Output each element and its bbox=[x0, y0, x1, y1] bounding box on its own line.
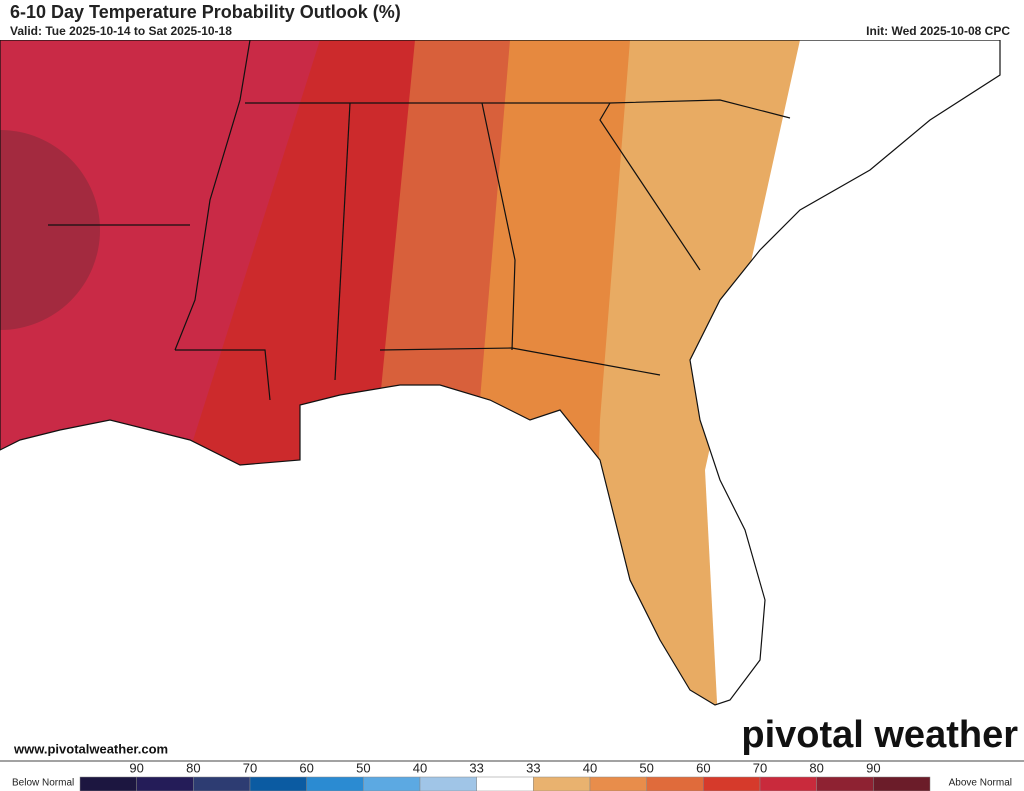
legend-swatch bbox=[703, 776, 761, 791]
legend-tick-label: 40 bbox=[583, 760, 597, 775]
probability-shading bbox=[0, 40, 1000, 705]
legend-swatch bbox=[873, 776, 931, 791]
legend-swatch bbox=[136, 776, 194, 791]
legend-tick-label: 50 bbox=[639, 760, 653, 775]
header-bar bbox=[0, 0, 1024, 40]
legend-swatch bbox=[193, 776, 251, 791]
legend-tick-label: 80 bbox=[186, 760, 200, 775]
legend-tick-label: 90 bbox=[866, 760, 880, 775]
state-borders bbox=[0, 39, 1001, 706]
legend-swatch bbox=[79, 776, 137, 791]
legend-tick-label: 40 bbox=[413, 760, 427, 775]
legend-tick-label: 70 bbox=[753, 760, 767, 775]
legend-above-label: Above Normal bbox=[949, 778, 1012, 789]
legend-swatch bbox=[589, 776, 647, 791]
legend-tick-label: 33 bbox=[469, 760, 483, 775]
legend-tick-label: 60 bbox=[299, 760, 313, 775]
valid-period: Valid: Tue 2025-10-14 to Sat 2025-10-18 bbox=[10, 24, 232, 38]
legend-swatch bbox=[306, 776, 364, 791]
legend-tick-label: 33 bbox=[526, 760, 540, 775]
legend-tick-label: 70 bbox=[243, 760, 257, 775]
legend-below-label: Below Normal bbox=[12, 778, 74, 789]
legend-swatch bbox=[533, 776, 591, 791]
legend-swatch bbox=[759, 776, 817, 791]
legend-tick-label: 80 bbox=[809, 760, 823, 775]
logo: pivotal weather bbox=[741, 714, 1018, 756]
legend-swatch bbox=[419, 776, 477, 791]
legend-swatch bbox=[363, 776, 421, 791]
legend: 90 80 70 60 50 40 33 33 40 50 60 70 80 90 bbox=[79, 760, 931, 791]
legend-tick-label: 90 bbox=[129, 760, 143, 775]
legend-swatch bbox=[646, 776, 704, 791]
legend-swatch bbox=[476, 776, 534, 791]
legend-swatch bbox=[816, 776, 874, 791]
site-url: www.pivotalweather.com bbox=[13, 741, 168, 756]
init-time: Init: Wed 2025-10-08 CPC bbox=[866, 24, 1010, 38]
map-title: 6-10 Day Temperature Probability Outlook… bbox=[10, 2, 401, 22]
legend-swatch bbox=[249, 776, 307, 791]
legend-tick-label: 50 bbox=[356, 760, 370, 775]
legend-tick-label: 60 bbox=[696, 760, 710, 775]
